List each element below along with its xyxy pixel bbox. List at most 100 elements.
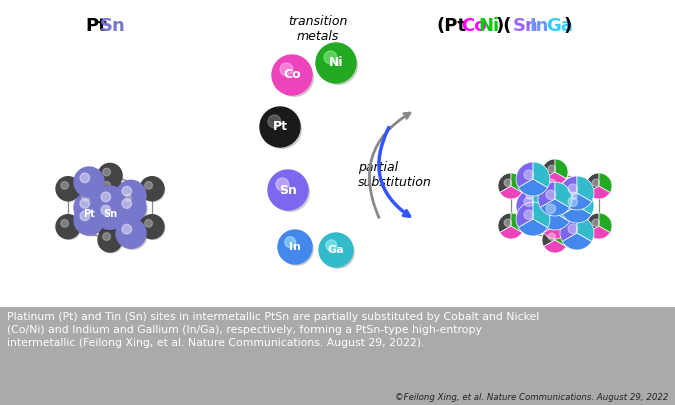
Circle shape	[324, 51, 337, 64]
Wedge shape	[564, 200, 577, 220]
Wedge shape	[564, 186, 577, 205]
Wedge shape	[544, 226, 566, 239]
Wedge shape	[533, 162, 550, 188]
Circle shape	[122, 224, 132, 234]
Text: (Pt: (Pt	[436, 17, 466, 35]
Text: Ni: Ni	[329, 57, 344, 70]
Circle shape	[592, 219, 599, 226]
Wedge shape	[516, 162, 533, 188]
Wedge shape	[533, 200, 546, 220]
Circle shape	[98, 215, 122, 239]
Circle shape	[101, 205, 111, 215]
Circle shape	[95, 199, 125, 229]
Circle shape	[119, 202, 143, 226]
Text: Pt: Pt	[83, 209, 95, 220]
Circle shape	[524, 170, 533, 179]
Circle shape	[275, 58, 313, 96]
Circle shape	[268, 115, 281, 128]
Wedge shape	[516, 189, 533, 215]
Circle shape	[58, 217, 81, 239]
Wedge shape	[511, 213, 524, 232]
Circle shape	[260, 107, 300, 147]
Circle shape	[119, 183, 147, 211]
Wedge shape	[586, 213, 599, 232]
Wedge shape	[577, 200, 590, 220]
Circle shape	[80, 199, 90, 208]
Text: Sn: Sn	[512, 17, 538, 35]
Wedge shape	[577, 189, 594, 215]
Circle shape	[56, 215, 80, 239]
Circle shape	[285, 237, 296, 248]
Circle shape	[61, 181, 68, 189]
Text: Ga: Ga	[547, 17, 573, 35]
Text: Pt: Pt	[85, 17, 107, 35]
Text: Platinum (Pt) and Tin (Sn) sites in intermetallic PtSn are partially substituted: Platinum (Pt) and Tin (Sn) sites in inte…	[7, 312, 539, 348]
Circle shape	[140, 215, 164, 239]
Circle shape	[61, 220, 68, 227]
Wedge shape	[560, 189, 577, 215]
Wedge shape	[520, 200, 533, 220]
Wedge shape	[542, 227, 555, 247]
Wedge shape	[560, 176, 577, 202]
Circle shape	[80, 211, 90, 221]
Bar	[0, 307, 675, 405]
Wedge shape	[542, 173, 555, 192]
Circle shape	[74, 205, 104, 235]
Wedge shape	[555, 187, 568, 207]
Text: typical
metals: typical metals	[297, 317, 339, 345]
Wedge shape	[562, 206, 592, 223]
Circle shape	[526, 192, 533, 199]
Wedge shape	[533, 189, 550, 215]
Circle shape	[98, 190, 122, 214]
Text: In: In	[289, 242, 301, 252]
Circle shape	[119, 221, 147, 249]
Wedge shape	[498, 213, 511, 232]
Circle shape	[281, 233, 313, 265]
Circle shape	[142, 217, 165, 239]
Circle shape	[56, 177, 80, 201]
Circle shape	[548, 233, 556, 241]
Circle shape	[548, 219, 556, 226]
Text: partial
substitution: partial substitution	[358, 161, 432, 189]
Circle shape	[524, 210, 533, 220]
Circle shape	[570, 192, 577, 199]
Wedge shape	[566, 199, 588, 212]
Circle shape	[124, 207, 132, 215]
Circle shape	[100, 217, 123, 239]
Wedge shape	[518, 206, 547, 223]
Circle shape	[122, 186, 132, 196]
Circle shape	[101, 192, 111, 202]
Circle shape	[326, 240, 337, 251]
Text: transition
metals: transition metals	[288, 15, 348, 43]
Circle shape	[546, 204, 556, 213]
Circle shape	[98, 177, 122, 201]
Text: Ga: Ga	[327, 245, 344, 255]
Circle shape	[98, 163, 122, 188]
Wedge shape	[500, 186, 522, 199]
Circle shape	[322, 236, 354, 268]
Circle shape	[548, 179, 556, 186]
Wedge shape	[555, 173, 568, 192]
Circle shape	[76, 170, 105, 198]
Wedge shape	[562, 193, 592, 210]
Circle shape	[568, 197, 578, 207]
Circle shape	[121, 191, 144, 214]
Text: binary intermetallics: binary intermetallics	[21, 367, 199, 382]
Wedge shape	[522, 199, 544, 212]
Circle shape	[592, 179, 599, 186]
Circle shape	[58, 179, 81, 202]
Circle shape	[116, 180, 146, 210]
Circle shape	[79, 191, 102, 214]
Wedge shape	[599, 213, 612, 232]
Circle shape	[568, 184, 578, 194]
Text: Sn: Sn	[100, 17, 126, 35]
Circle shape	[116, 218, 146, 248]
Circle shape	[548, 165, 556, 173]
Wedge shape	[542, 187, 555, 207]
Circle shape	[100, 230, 123, 253]
Circle shape	[98, 228, 122, 252]
Text: (HEI): (HEI)	[534, 382, 576, 397]
Circle shape	[278, 230, 312, 264]
Wedge shape	[555, 196, 572, 222]
Circle shape	[80, 173, 90, 183]
